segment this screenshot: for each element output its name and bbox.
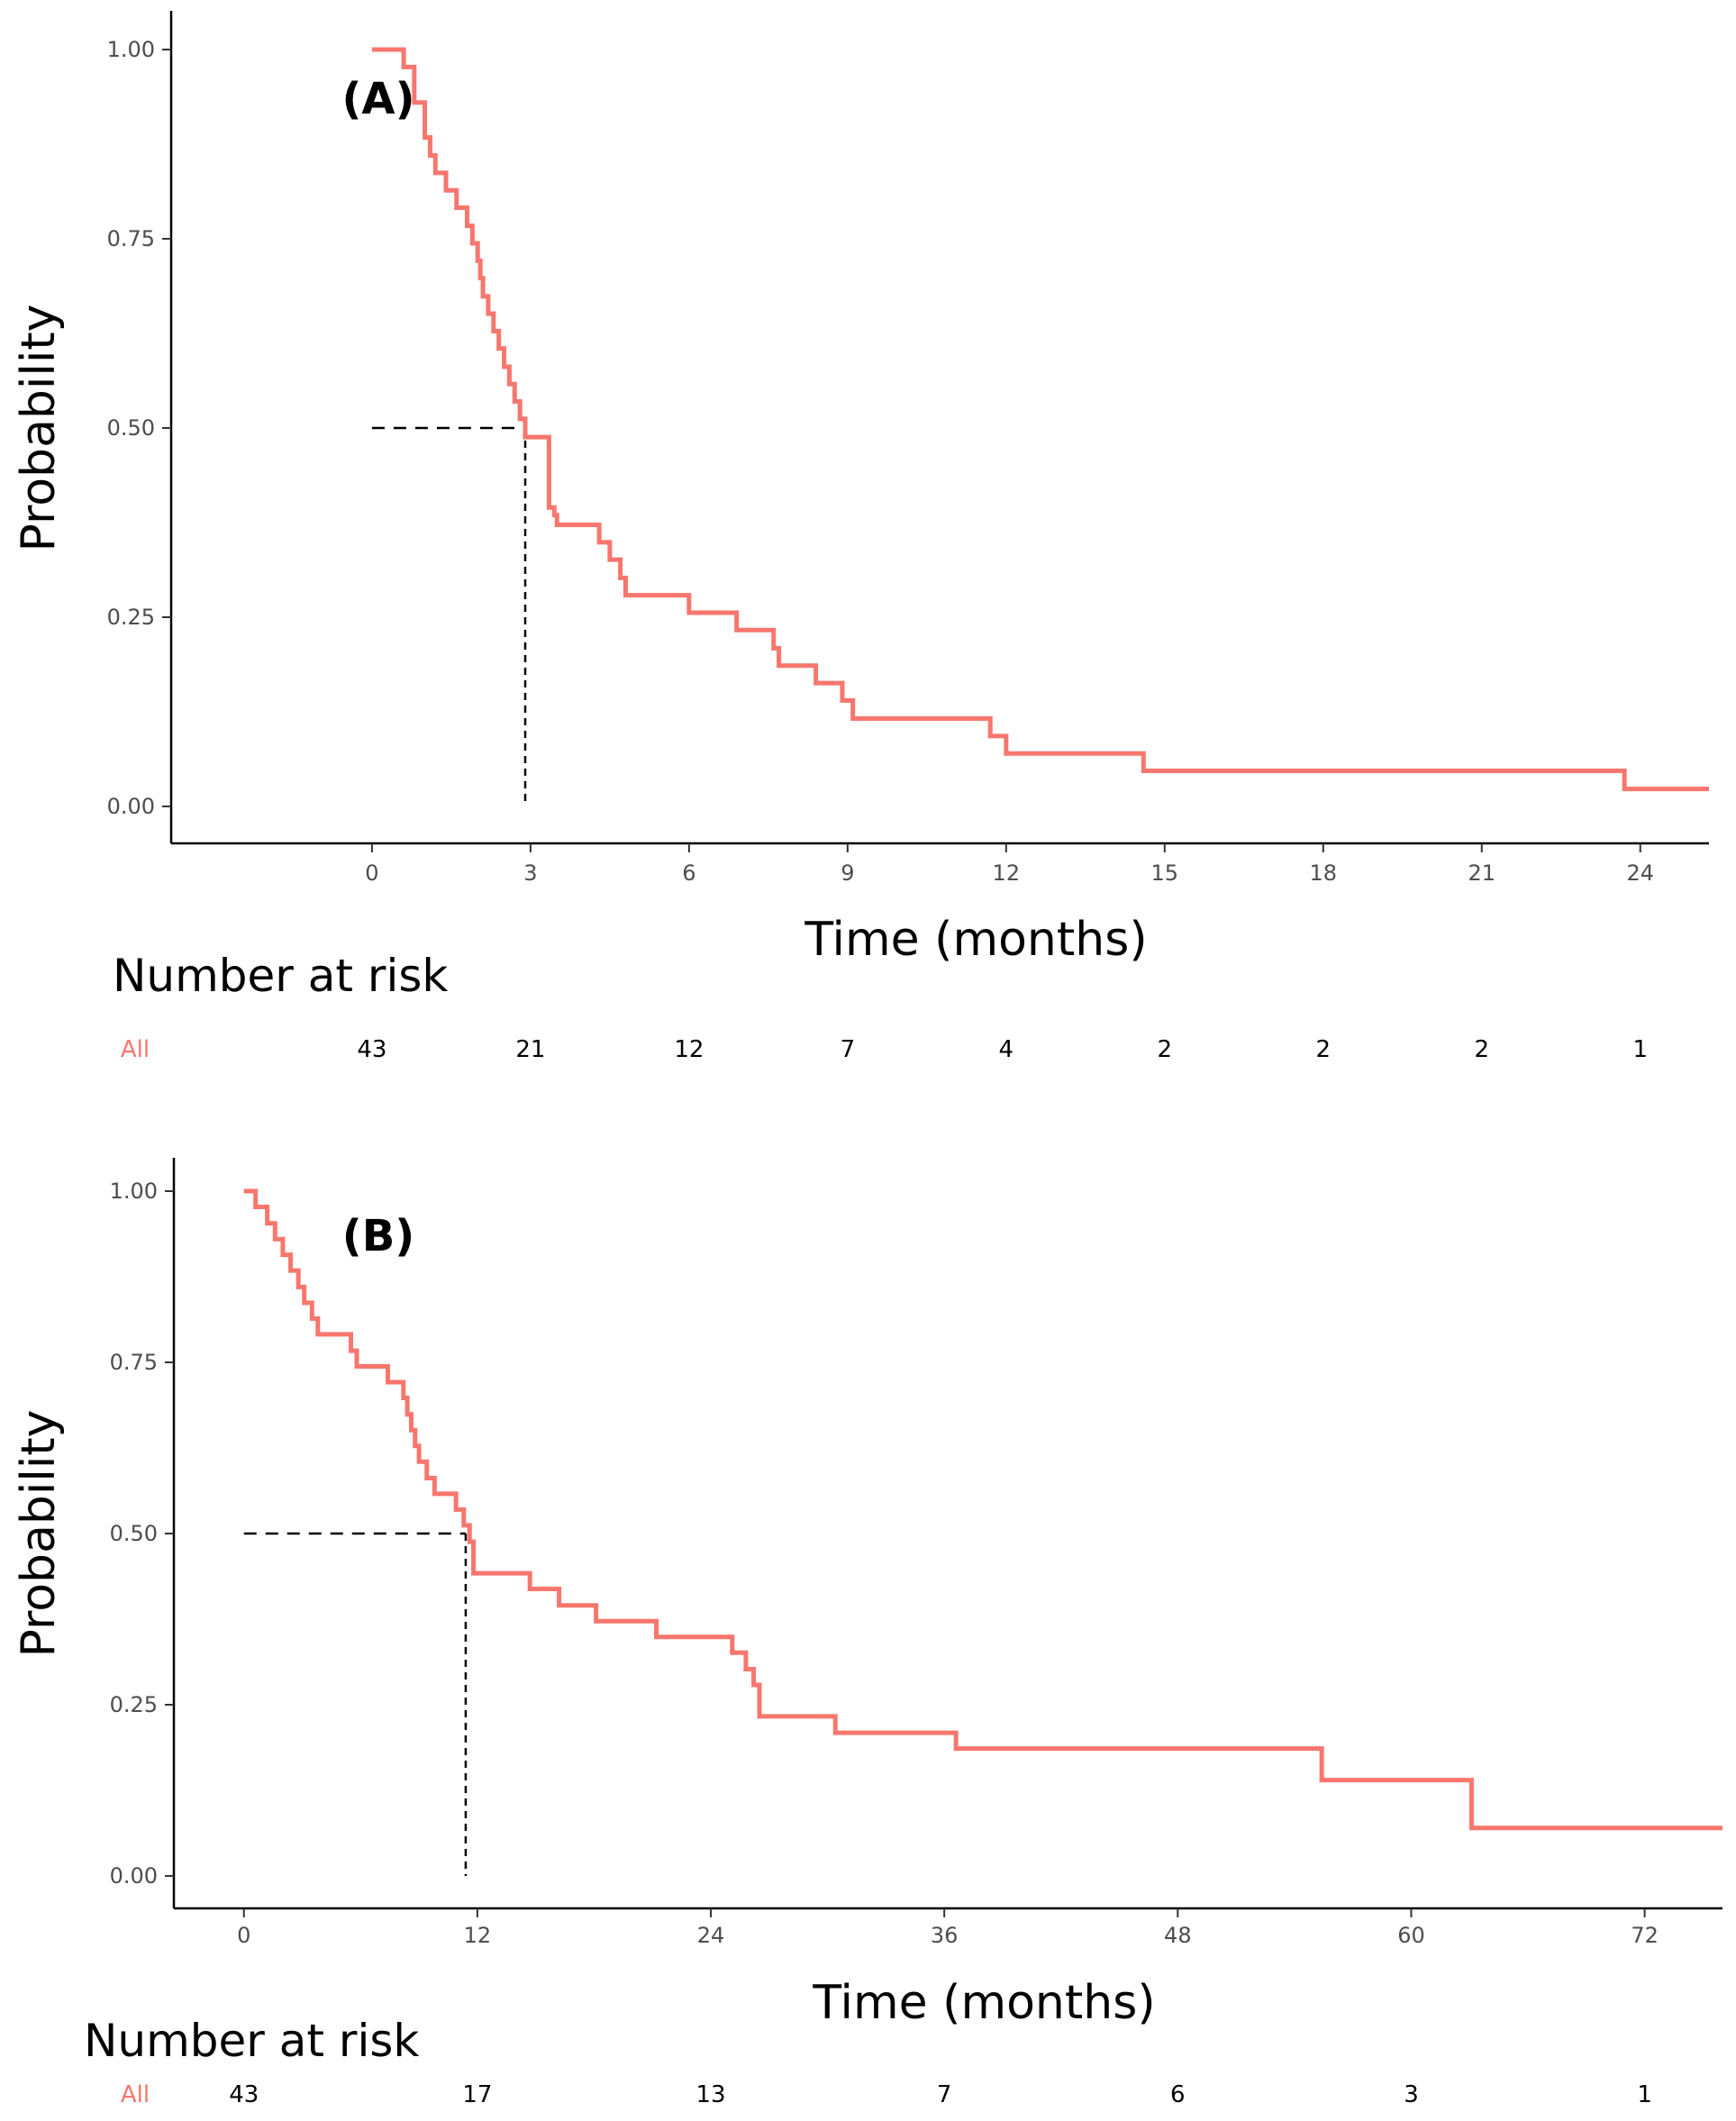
risk-table-value: 3 [1404,2081,1419,2108]
risk-table-value: 4 [999,1036,1014,1063]
risk-table-strata-label: All [121,2081,150,2108]
y-tick-label: 0.50 [107,415,155,441]
x-tick-label: 9 [841,860,854,886]
risk-table-value: 2 [1316,1036,1332,1063]
risk-table-strata-label: All [121,1036,150,1063]
x-tick-label: 60 [1397,1923,1425,1948]
y-tick-label: 0.50 [110,1521,158,1546]
panel-label: (A) [341,74,414,124]
x-tick-label: 0 [365,860,378,886]
risk-table-value: 1 [1632,1036,1648,1063]
x-tick-label: 24 [697,1923,725,1948]
y-tick-label: 0.75 [107,226,155,251]
x-axis-title: Time (months) [804,913,1147,967]
x-tick-label: 3 [523,860,537,886]
risk-table-value: 21 [515,1036,545,1063]
y-tick-label: 1.00 [110,1179,158,1204]
x-tick-label: 48 [1164,1923,1192,1948]
risk-table-value: 7 [937,2081,952,2108]
risk-table-title: Number at risk [113,950,448,1002]
risk-table-value: 1 [1637,2081,1652,2108]
panel-label: (B) [342,1211,414,1261]
risk-table-value: 2 [1474,1036,1489,1063]
y-tick-label: 1.00 [107,37,155,62]
risk-table-value: 12 [674,1036,704,1063]
x-tick-label: 21 [1468,860,1495,886]
risk-table-value: 13 [695,2081,725,2108]
risk-table-value: 43 [229,2081,259,2108]
y-axis-title: Probability [12,1410,66,1658]
x-tick-label: 15 [1151,860,1179,886]
survival-curve [371,47,1709,792]
risk-table-value: 7 [841,1036,856,1063]
x-tick-label: 24 [1626,860,1654,886]
x-tick-label: 0 [237,1923,250,1948]
risk-table-value: 2 [1158,1036,1173,1063]
risk-table-title: Number at risk [84,2015,419,2067]
x-tick-label: 72 [1631,1923,1659,1948]
risk-table-value: 43 [357,1036,386,1063]
y-tick-label: 0.00 [110,1863,158,1889]
x-axis-title: Time (months) [812,1976,1155,2030]
x-tick-label: 36 [931,1923,959,1948]
y-tick-label: 0.75 [110,1350,158,1375]
x-tick-label: 12 [464,1923,492,1948]
y-tick-label: 0.25 [107,605,155,630]
y-tick-label: 0.25 [110,1692,158,1717]
x-tick-label: 12 [993,860,1021,886]
y-tick-label: 0.00 [107,794,155,819]
risk-table-value: 6 [1170,2081,1186,2108]
y-axis-title: Probability [12,305,66,552]
x-tick-label: 6 [682,860,695,886]
x-tick-label: 18 [1310,860,1338,886]
risk-table-value: 17 [462,2081,492,2108]
survival-curve [243,1188,1722,1831]
